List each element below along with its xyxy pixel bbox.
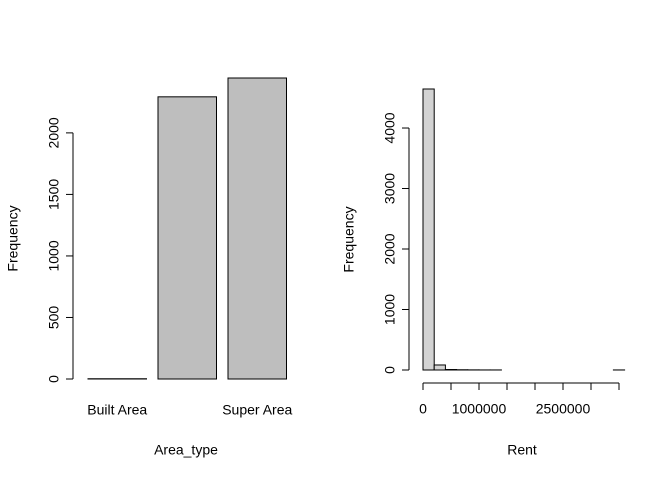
- x-tick-label: Super Area: [222, 402, 292, 418]
- y-tick-label: 1000: [382, 294, 398, 325]
- x-axis-label: Rent: [507, 442, 537, 458]
- y-tick-label: 0: [382, 366, 398, 374]
- histogram-bar: [423, 89, 434, 370]
- bar: [228, 78, 287, 379]
- x-tick-label: Built Area: [87, 402, 147, 418]
- y-tick-label: 2000: [46, 117, 62, 148]
- bar: [158, 97, 217, 379]
- y-tick-label: 0: [46, 375, 62, 383]
- x-tick-label: 0: [419, 401, 427, 417]
- y-axis-label: Frequency: [341, 206, 357, 272]
- y-axis-label: Frequency: [5, 205, 21, 271]
- x-tick-label: 1000000: [452, 401, 507, 417]
- x-tick-label: 2500000: [536, 401, 591, 417]
- y-tick-label: 2000: [382, 233, 398, 264]
- y-tick-label: 1500: [46, 179, 62, 210]
- histogram-bar: [434, 365, 445, 370]
- x-axis-label: Area_type: [154, 442, 218, 458]
- y-tick-label: 500: [46, 306, 62, 330]
- y-tick-label: 1000: [46, 240, 62, 271]
- y-tick-label: 4000: [382, 112, 398, 143]
- y-tick-label: 3000: [382, 173, 398, 204]
